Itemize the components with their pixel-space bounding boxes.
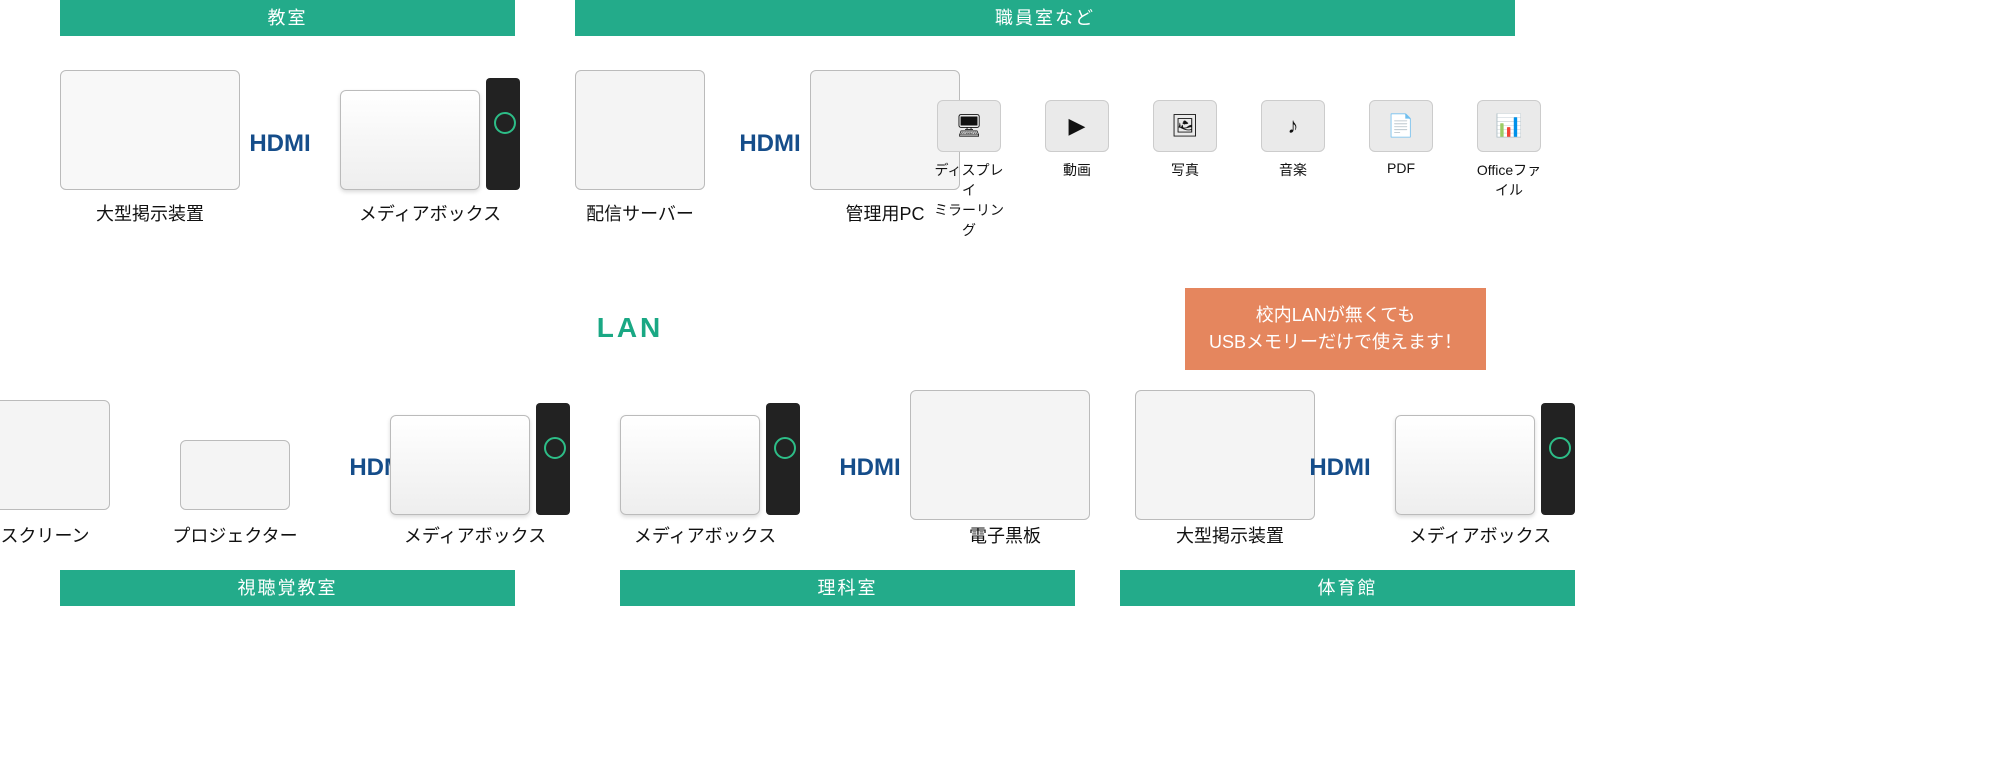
- ebb-label: 電子黒板: [969, 522, 1041, 548]
- content-type-icon: 🖼: [1153, 100, 1217, 152]
- large-display-top-label: 大型掲示装置: [96, 200, 204, 226]
- callout-line2: USBメモリーだけで使えます！: [1209, 329, 1462, 356]
- content-type-icon: 📊: [1477, 100, 1541, 152]
- callout-line1: 校内LANが無くても: [1209, 302, 1462, 329]
- content-type-item: 📊 Officeファイル: [1470, 100, 1548, 240]
- server-label: 配信サーバー: [586, 200, 694, 226]
- content-type-item: ♪ 音楽: [1254, 100, 1332, 240]
- content-type-label: 動画: [1063, 160, 1091, 180]
- hdmi-top-1: HDMI: [249, 130, 310, 158]
- gym-display-label: 大型掲示装置: [1176, 522, 1284, 548]
- content-type-label: PDF: [1387, 160, 1415, 176]
- content-type-icon: 🖥: [937, 100, 1001, 152]
- electronic-blackboard: [910, 390, 1090, 520]
- mediabox-science-label: メディアボックス: [634, 522, 776, 548]
- content-type-item: 📄 PDF: [1362, 100, 1440, 240]
- content-type-icon: ♪: [1261, 100, 1325, 152]
- mediabox-device-icon: [340, 90, 480, 190]
- mediabox-science: [620, 400, 810, 515]
- content-type-row: 🖥 ディスプレイ ミラーリング ▶ 動画 🖼 写真 ♪ 音楽 📄 PDF 📊 Officeファイル: [930, 100, 1548, 240]
- content-type-label: 写真: [1171, 160, 1199, 180]
- content-type-item: ▶ 動画: [1038, 100, 1116, 240]
- mediabox-av-label: メディアボックス: [404, 522, 546, 548]
- content-type-label: Officeファイル: [1470, 160, 1548, 200]
- banner-gym: 体育館: [1120, 570, 1575, 606]
- mediabox-device-icon: [620, 415, 760, 515]
- banner-classroom: 教室: [60, 0, 515, 36]
- mediabox-gym: [1395, 400, 1585, 515]
- banner-staffroom: 職員室など: [575, 0, 1515, 36]
- content-type-item: 🖥 ディスプレイ ミラーリング: [930, 100, 1008, 240]
- content-type-item: 🖼 写真: [1146, 100, 1224, 240]
- remote-icon: [766, 403, 800, 515]
- screen-label: スクリーン: [0, 522, 89, 548]
- mediabox-top: [340, 75, 530, 190]
- content-type-label: ディスプレイ ミラーリング: [930, 160, 1008, 240]
- mediabox-gym-label: メディアボックス: [1409, 522, 1551, 548]
- mediabox-av: [390, 400, 580, 515]
- usb-callout: 校内LANが無くても USBメモリーだけで使えます！: [1185, 288, 1486, 370]
- hdmi-bot-2: HDMI: [839, 454, 900, 482]
- remote-icon: [1541, 403, 1575, 515]
- lan-label: LAN: [597, 312, 664, 344]
- banner-av-room: 視聴覚教室: [60, 570, 515, 606]
- projector-label: プロジェクター: [172, 522, 297, 548]
- content-type-label: 音楽: [1279, 160, 1307, 180]
- large-display-top: [60, 70, 240, 190]
- mediabox-device-icon: [1395, 415, 1535, 515]
- remote-icon: [486, 78, 520, 190]
- mediabox-top-label: メディアボックス: [359, 200, 501, 226]
- remote-icon: [536, 403, 570, 515]
- screen: [0, 400, 110, 510]
- banner-science-room: 理科室: [620, 570, 1075, 606]
- hdmi-bot-3: HDMI: [1309, 454, 1370, 482]
- projector: [180, 440, 290, 510]
- distribution-server: [575, 70, 705, 190]
- content-type-icon: ▶: [1045, 100, 1109, 152]
- mgmt-pc-label: 管理用PC: [845, 200, 924, 226]
- mediabox-device-icon: [390, 415, 530, 515]
- gym-display: [1135, 390, 1315, 520]
- content-type-icon: 📄: [1369, 100, 1433, 152]
- hdmi-top-2: HDMI: [739, 130, 800, 158]
